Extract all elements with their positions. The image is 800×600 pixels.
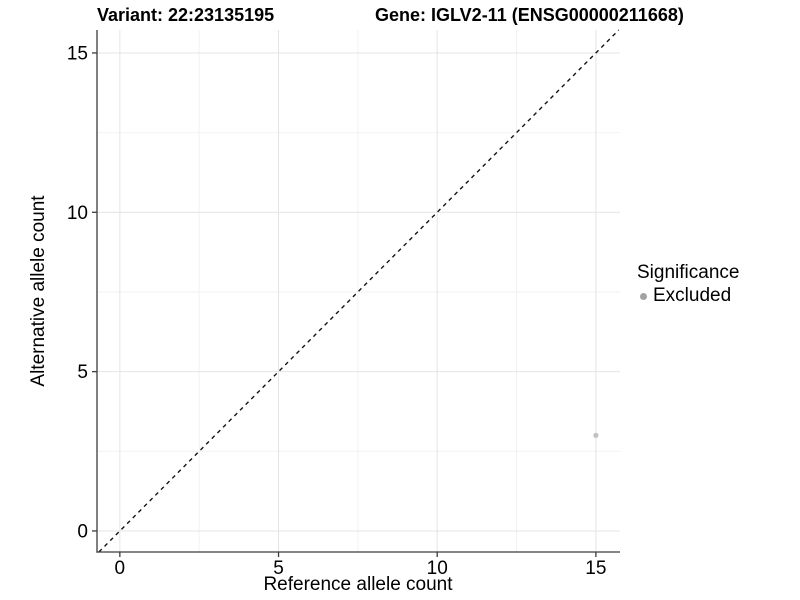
legend: Significance Excluded (637, 262, 739, 307)
y-tick-label-0: 0 (77, 521, 88, 542)
y-tick-label-10: 10 (67, 203, 88, 224)
x-tick-label-0: 0 (115, 558, 126, 579)
y-tick-label-5: 5 (77, 362, 88, 383)
variant-title: Variant: 22:23135195 (97, 5, 275, 25)
excluded-point-icon (640, 292, 647, 300)
legend-title: Significance (637, 262, 740, 283)
x-tick-label-15: 15 (585, 558, 606, 579)
data-point-excluded (593, 432, 599, 438)
legend-item-label: Excluded (653, 285, 732, 306)
identity-dashed-line (98, 29, 620, 553)
y-tick-label-15: 15 (67, 43, 88, 64)
y-axis-title: Alternative allele count (28, 195, 49, 387)
x-axis-title: Reference allele count (263, 574, 453, 595)
gene-title: Gene: IGLV2-11 (ENSG00000211668) (375, 5, 684, 25)
x-tick-label-10: 10 (427, 558, 448, 579)
x-tick-label-5: 5 (273, 558, 284, 579)
legend-item-excluded: Excluded (637, 285, 739, 307)
